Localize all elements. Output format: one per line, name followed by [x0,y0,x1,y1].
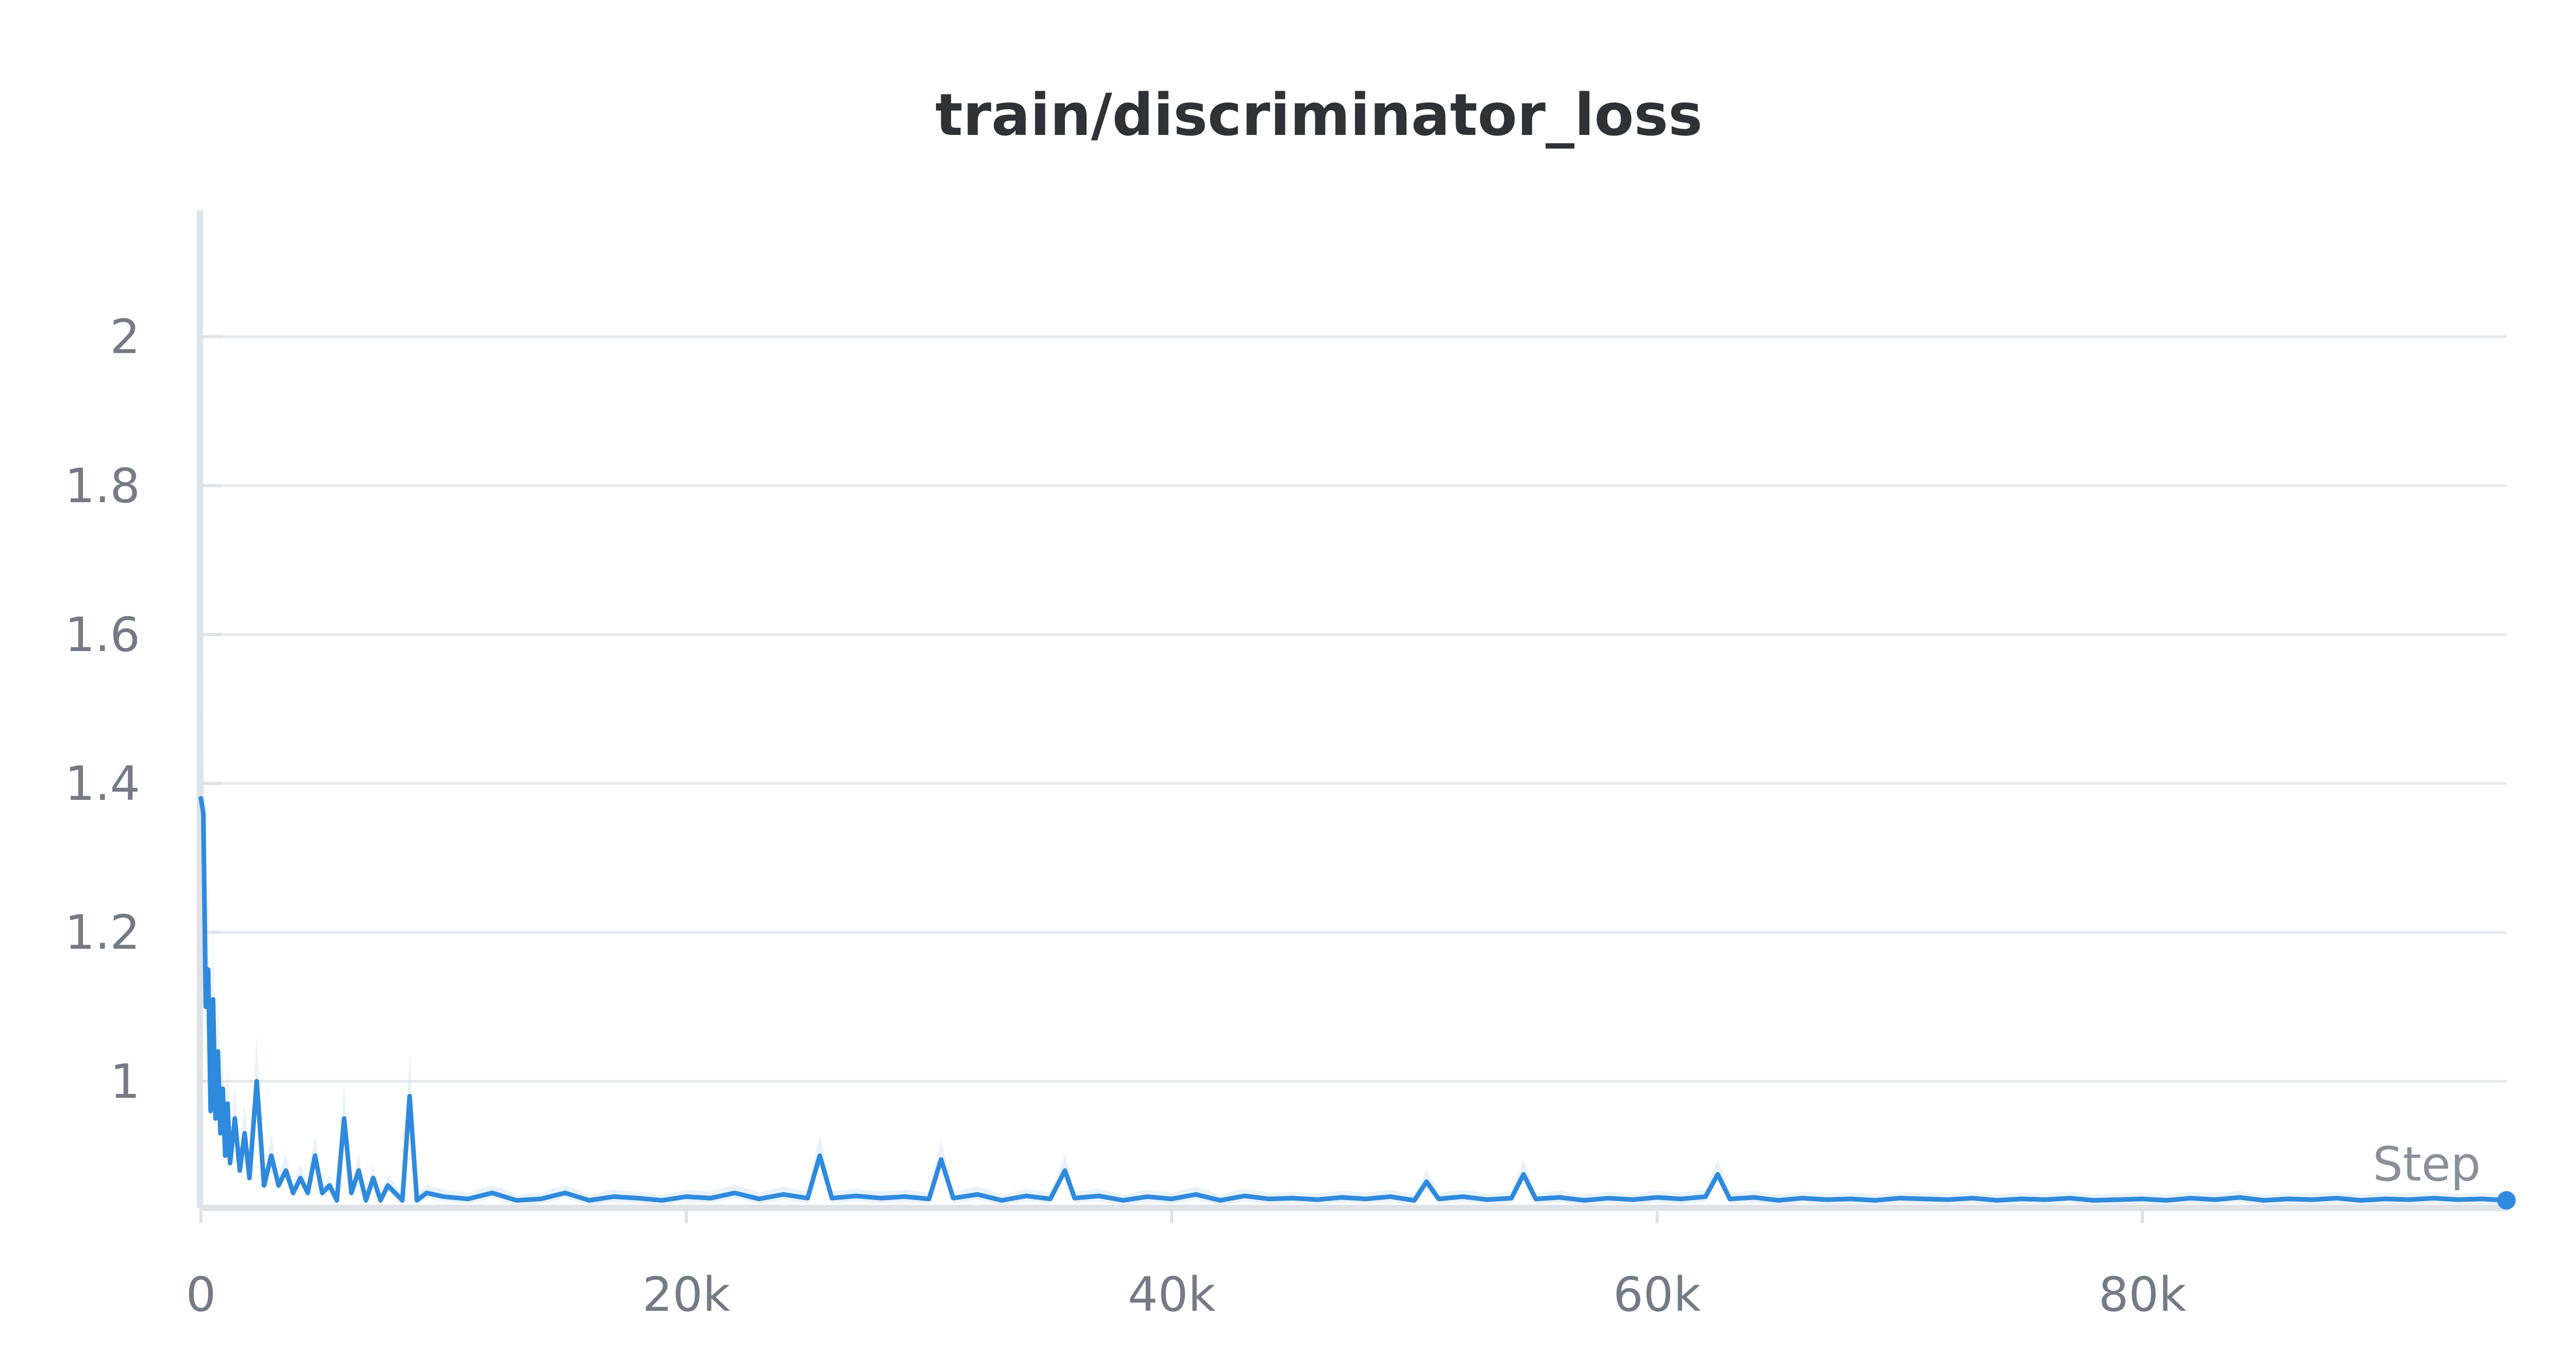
y-tick-label: 1.2 [65,905,140,960]
series-endpoint [2497,1191,2516,1210]
x-tick-label: 20k [642,1267,731,1322]
y-tick-label: 1 [110,1054,140,1109]
chart-title: train/discriminator_loss [935,82,1702,149]
series-band [201,652,2506,1206]
axes [197,210,2509,1211]
y-tick-label: 1.4 [65,756,140,811]
x-tick-label: 80k [2098,1267,2187,1322]
y-tick-label: 1.8 [65,458,140,514]
series-line [198,796,2509,1203]
y-tick-labels: 1 1.2 1.4 1.6 1.8 2 [65,310,140,1109]
x-tick-label: 0 [186,1267,216,1322]
gridlines [198,335,2506,1083]
x-tick-labels: 0 20k 40k 60k 80k [186,1208,2187,1322]
y-tick-label: 1.6 [65,607,140,662]
x-tick-label: 40k [1128,1267,1216,1322]
x-tick-label: 60k [1613,1267,1701,1322]
y-tick-label: 2 [110,310,140,365]
x-axis-label: Step [2373,1137,2481,1192]
series-lines [198,796,2516,1210]
min-max-band [201,652,2506,1206]
